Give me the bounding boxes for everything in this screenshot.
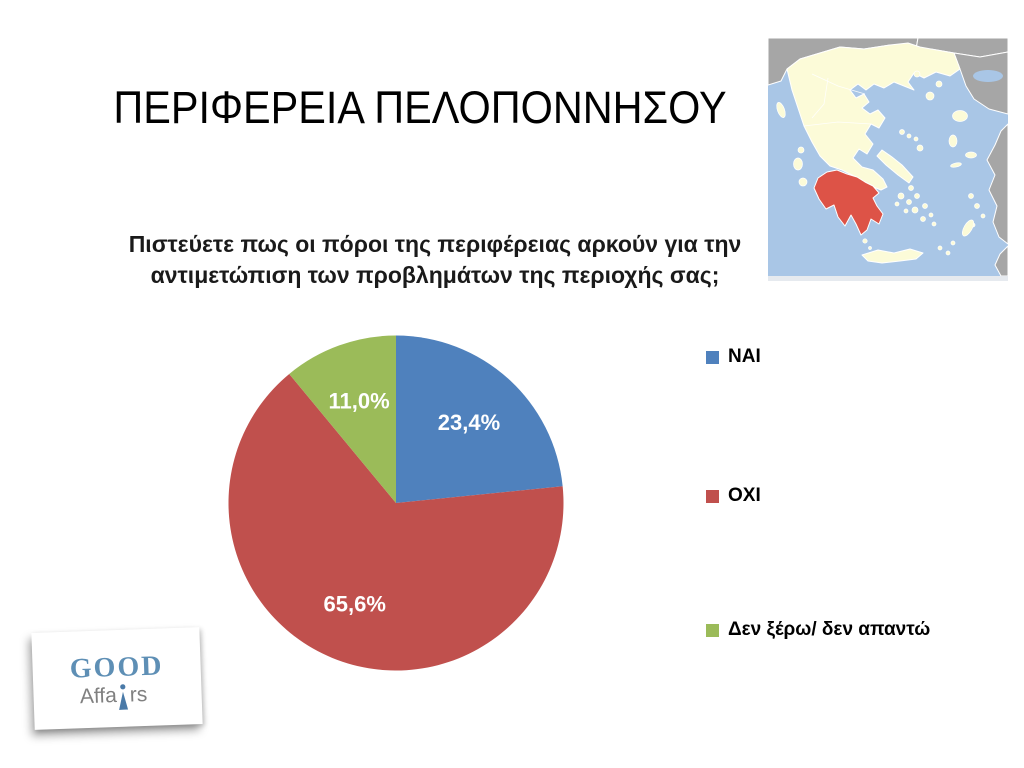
legend-swatch-blue: [706, 350, 719, 364]
survey-question-line1: Πιστεύετε πως οι πόροι της περιφέρειας α…: [128, 231, 742, 257]
pie-chart: 23,4% 65,6% 11,0%: [228, 335, 564, 671]
map-peloponnese-highlight: [813, 169, 884, 236]
map-island-euboea: [876, 149, 914, 184]
map-island-crete: [861, 248, 924, 264]
legend-swatch-red: [706, 489, 719, 503]
page-title: ΠΕΡΙΦΕΡΕΙΑ ΠΕΛΟΠΟΝΝΗΣΟΥ: [113, 82, 727, 133]
map-islands: [776, 70, 986, 256]
legend-label-nai: ΝΑΙ: [728, 346, 761, 367]
pie-slice-2: [228, 373, 564, 671]
logo-obelisk-icon: [119, 683, 129, 710]
survey-question-line2: αντιμετώπιση των προβλημάτων της περιοχή…: [150, 261, 720, 288]
map-bottom-strip: [768, 276, 1008, 281]
map-internal-border: [811, 77, 829, 119]
pie-data-label: 23,4%: [438, 410, 500, 435]
greece-locator-map: [768, 38, 1008, 281]
survey-question: Πιστεύετε πως οι πόροι της περιφέρειας α…: [85, 229, 785, 290]
good-affairs-logo: GOOD Affa rs: [31, 627, 203, 730]
legend-label-den-xero: Δεν ξέρω/ δεν απαντώ: [728, 619, 931, 640]
map-land-southeast: [994, 245, 1008, 277]
pie-slice-1: [396, 335, 563, 503]
logo-good-text: GOOD: [69, 649, 164, 685]
map-internal-border: [803, 121, 872, 127]
map-land-anatolia: [986, 123, 1008, 245]
pie-chart-area: 23,4% 65,6% 11,0%: [228, 335, 564, 671]
map-internal-border: [811, 73, 866, 95]
map-land-east-thrace: [953, 51, 1008, 115]
map-sea-marmara: [973, 70, 1003, 82]
legend-label-oxi: ΟΧΙ: [728, 485, 761, 506]
legend-item-den-xero: Δεν ξέρω/ δεν απαντώ: [706, 619, 930, 641]
pie-data-label: 11,0%: [329, 389, 390, 414]
legend-swatch-green: [706, 623, 719, 637]
logo-affairs-prefix: Affa: [79, 683, 118, 708]
logo-affairs-text: Affa rs: [79, 682, 148, 710]
pie-data-label: 65,6%: [324, 592, 386, 617]
legend-item-nai: ΝΑΙ: [706, 346, 761, 368]
legend-item-oxi: ΟΧΙ: [706, 485, 761, 507]
pie-slice-3: [289, 335, 396, 503]
logo-affairs-suffix: rs: [129, 682, 148, 707]
